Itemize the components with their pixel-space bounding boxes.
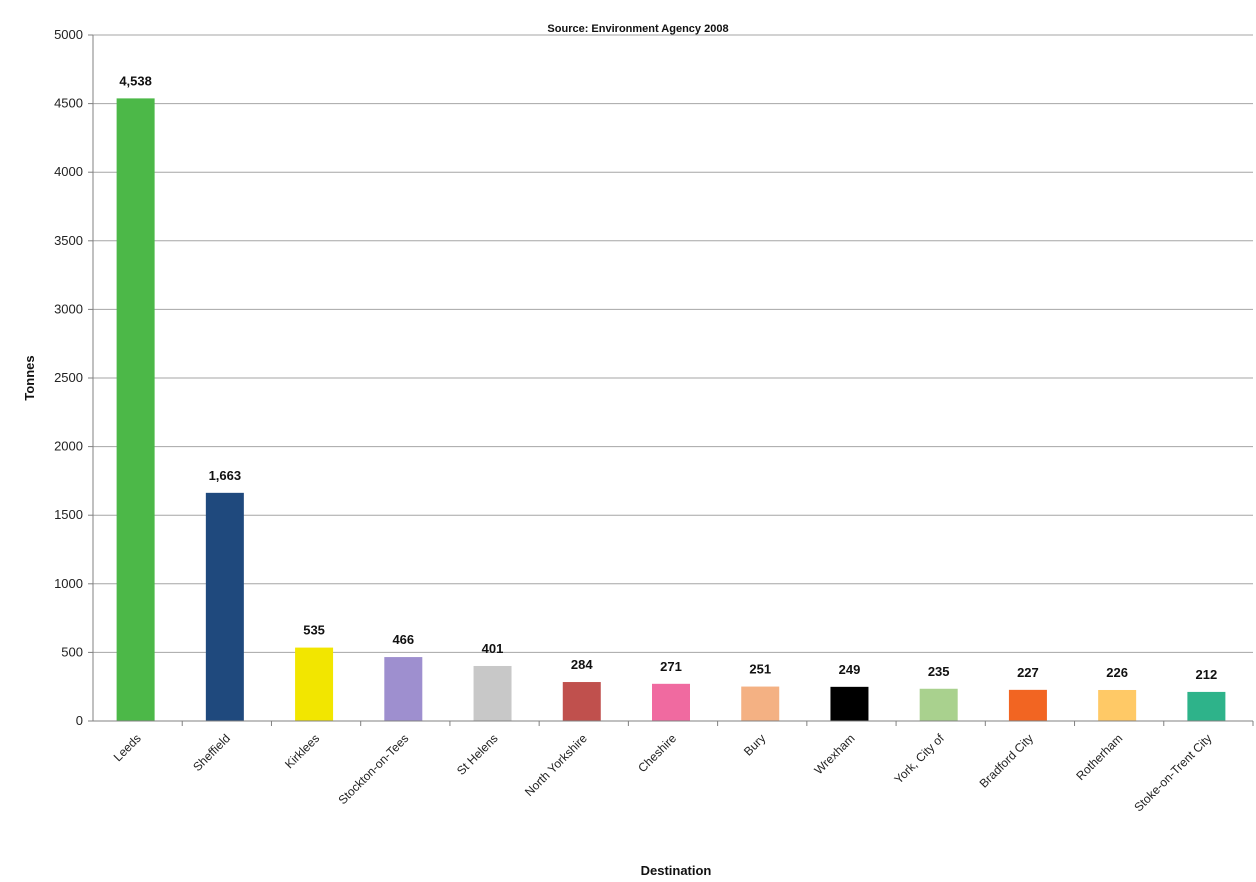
data-label: 535 [303, 623, 325, 638]
data-label: 227 [1017, 665, 1039, 680]
bar-cheshire [652, 683, 690, 721]
x-tick-label: Bury [741, 731, 768, 758]
bar-leeds [116, 98, 155, 721]
x-tick-label: Cheshire [635, 731, 679, 775]
data-label: 466 [392, 632, 414, 647]
x-tick-label: York, City of [891, 731, 947, 787]
bar-stoke-on-trent-city [1187, 691, 1226, 721]
data-label: 249 [839, 662, 861, 677]
data-label: 271 [660, 659, 682, 674]
x-tick-label: Leeds [111, 731, 144, 764]
x-tick-label: Stoke-on-Trent City [1131, 731, 1214, 814]
x-tick-label: Kirklees [282, 731, 322, 771]
gridlines [93, 34, 1253, 653]
x-tick-label: Wrexham [812, 731, 858, 777]
x-axis-ticks: Leeds Sheffield Kirklees Stockton-on-Tees St… [111, 721, 1254, 814]
y-tick-label: 2500 [54, 370, 83, 385]
bar-rotherham [1098, 689, 1137, 721]
data-label: 1,663 [209, 468, 242, 483]
chart-title: Source: Environment Agency 2008 [547, 23, 728, 35]
x-tick-label: North Yorkshire [522, 731, 590, 799]
bar-bradford-city [1008, 689, 1047, 721]
x-tick-label: Stockton-on-Tees [335, 731, 411, 807]
x-tick-label: St Helens [454, 731, 501, 778]
y-tick-label: 1500 [54, 507, 83, 522]
y-tick-label: 0 [76, 713, 83, 728]
data-labels: 4,538 1,663 535 466 401 284 271 251 249 235 227 226… [119, 73, 1217, 682]
bar-kirklees [295, 647, 334, 721]
bar-bury [741, 686, 780, 721]
bar-stockton-on-tees [384, 657, 423, 721]
data-label: 226 [1106, 665, 1128, 680]
bar-north-yorkshire [562, 682, 601, 721]
bar-wrexham [830, 686, 869, 721]
bars [116, 98, 1226, 721]
bar-st-helens [473, 665, 512, 721]
x-tick-label: Sheffield [190, 731, 233, 774]
y-tick-label: 3000 [54, 301, 83, 316]
data-label: 401 [482, 641, 504, 656]
x-tick-label: Bradford City [977, 731, 1036, 790]
y-tick-label: 4500 [54, 96, 83, 111]
y-tick-label: 4000 [54, 164, 83, 179]
y-tick-label: 1000 [54, 576, 83, 591]
bar-sheffield [205, 492, 244, 721]
data-label: 284 [571, 657, 593, 672]
data-label: 251 [749, 662, 771, 677]
x-axis-title: Destination [641, 863, 712, 878]
y-tick-label: 3500 [54, 233, 83, 248]
bar-york-city-of [919, 688, 958, 721]
data-label: 212 [1196, 667, 1218, 682]
data-label: 4,538 [119, 73, 152, 88]
y-axis-ticks: 0 500 1000 1500 2000 2500 3000 3500 4000 4500 5000 [54, 27, 93, 728]
y-tick-label: 2000 [54, 439, 83, 454]
x-tick-label: Rotherham [1073, 731, 1125, 783]
y-axis-title: Tonnes [22, 355, 37, 400]
y-tick-label: 5000 [54, 27, 83, 42]
data-label: 235 [928, 664, 950, 679]
y-tick-label: 500 [61, 644, 83, 659]
